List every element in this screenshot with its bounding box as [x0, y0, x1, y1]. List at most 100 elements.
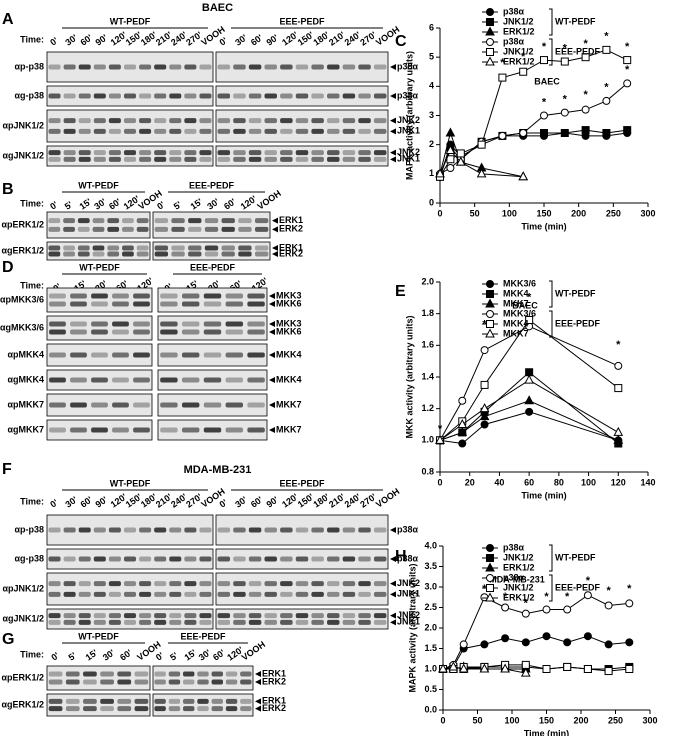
- band: [280, 156, 293, 162]
- y-tick-label: 1.8: [421, 308, 434, 318]
- band: [203, 301, 222, 307]
- band: [112, 427, 129, 433]
- band: [248, 581, 262, 587]
- band: [203, 402, 222, 408]
- band: [327, 581, 340, 587]
- band-arrow: [390, 527, 396, 533]
- band: [134, 698, 149, 704]
- marker: [540, 111, 548, 120]
- band: [49, 301, 66, 307]
- band: [139, 156, 152, 162]
- band: [70, 352, 87, 358]
- band: [49, 427, 66, 433]
- band: [48, 93, 61, 99]
- panel-letter: B: [2, 181, 14, 198]
- band: [139, 556, 152, 562]
- band: [254, 218, 269, 224]
- band: [107, 251, 120, 257]
- row-label: αpERK1/2: [1, 672, 44, 682]
- band-label: p38α: [397, 90, 419, 100]
- band: [327, 150, 340, 156]
- band: [83, 698, 97, 704]
- y-tick-label: 5: [429, 52, 434, 62]
- band-arrow: [269, 352, 275, 358]
- band: [154, 706, 166, 712]
- marker: [581, 53, 590, 62]
- x-axis-label: Time (min): [521, 490, 566, 500]
- blot-box: [46, 315, 153, 341]
- band-label: ERK1: [262, 696, 286, 706]
- band: [154, 619, 167, 625]
- band-label: MKK3: [276, 290, 302, 300]
- legend-group: WT-PEDF: [555, 288, 596, 298]
- band: [264, 556, 277, 562]
- band: [108, 118, 121, 124]
- band: [233, 619, 246, 625]
- band: [311, 118, 324, 124]
- band: [83, 706, 97, 712]
- marker: [435, 168, 445, 178]
- band: [248, 93, 262, 99]
- band: [112, 377, 129, 383]
- band: [63, 93, 76, 99]
- band: [358, 150, 371, 156]
- lane-label: 90': [265, 494, 281, 509]
- band: [248, 619, 262, 625]
- band: [264, 64, 277, 70]
- band: [108, 527, 121, 533]
- band: [123, 150, 137, 156]
- lane-label: 90': [94, 494, 110, 509]
- band: [48, 150, 61, 156]
- band: [112, 301, 129, 307]
- marker: [498, 73, 507, 82]
- row-label: αpMKK4: [7, 349, 44, 359]
- band-label: ERK2: [279, 248, 303, 258]
- blot-box: [46, 145, 214, 167]
- band-arrow: [255, 705, 261, 712]
- band: [122, 218, 134, 224]
- marker: [524, 374, 534, 384]
- band: [100, 671, 114, 677]
- group-label: WT-PEDF: [78, 180, 119, 190]
- lane-label: 60': [211, 647, 227, 662]
- y-axis-label: MAPK activity (arbitrary units): [404, 51, 414, 180]
- band: [70, 377, 87, 383]
- band: [154, 245, 169, 251]
- panel-letter: H: [395, 548, 407, 565]
- legend-marker: [485, 592, 495, 602]
- band: [225, 321, 244, 327]
- marker: [448, 661, 459, 671]
- band: [63, 556, 76, 562]
- band: [63, 226, 75, 232]
- band: [154, 581, 167, 587]
- band: [78, 156, 91, 162]
- band-label: ERK1: [279, 215, 303, 225]
- band: [311, 591, 324, 597]
- y-tick-label: 4: [429, 81, 434, 91]
- band: [49, 402, 66, 408]
- annotation: *: [542, 41, 547, 53]
- band: [247, 402, 265, 408]
- band: [160, 352, 178, 358]
- band: [238, 245, 252, 251]
- marker: [602, 96, 611, 105]
- band: [203, 293, 222, 299]
- band-arrow: [390, 64, 396, 70]
- band: [199, 613, 212, 619]
- marker: [435, 434, 445, 444]
- band: [136, 226, 149, 232]
- band-label: ERK1: [262, 668, 286, 678]
- band: [358, 613, 371, 619]
- x-tick-label: 140: [640, 477, 655, 487]
- band: [48, 556, 61, 562]
- band: [139, 619, 152, 625]
- band-arrow: [269, 321, 275, 327]
- marker: [604, 640, 613, 649]
- blot-box: [46, 665, 151, 691]
- band: [78, 128, 91, 134]
- x-tick-label: 250: [608, 715, 623, 725]
- band: [134, 679, 149, 685]
- marker: [623, 56, 632, 65]
- blot-box: [215, 572, 389, 606]
